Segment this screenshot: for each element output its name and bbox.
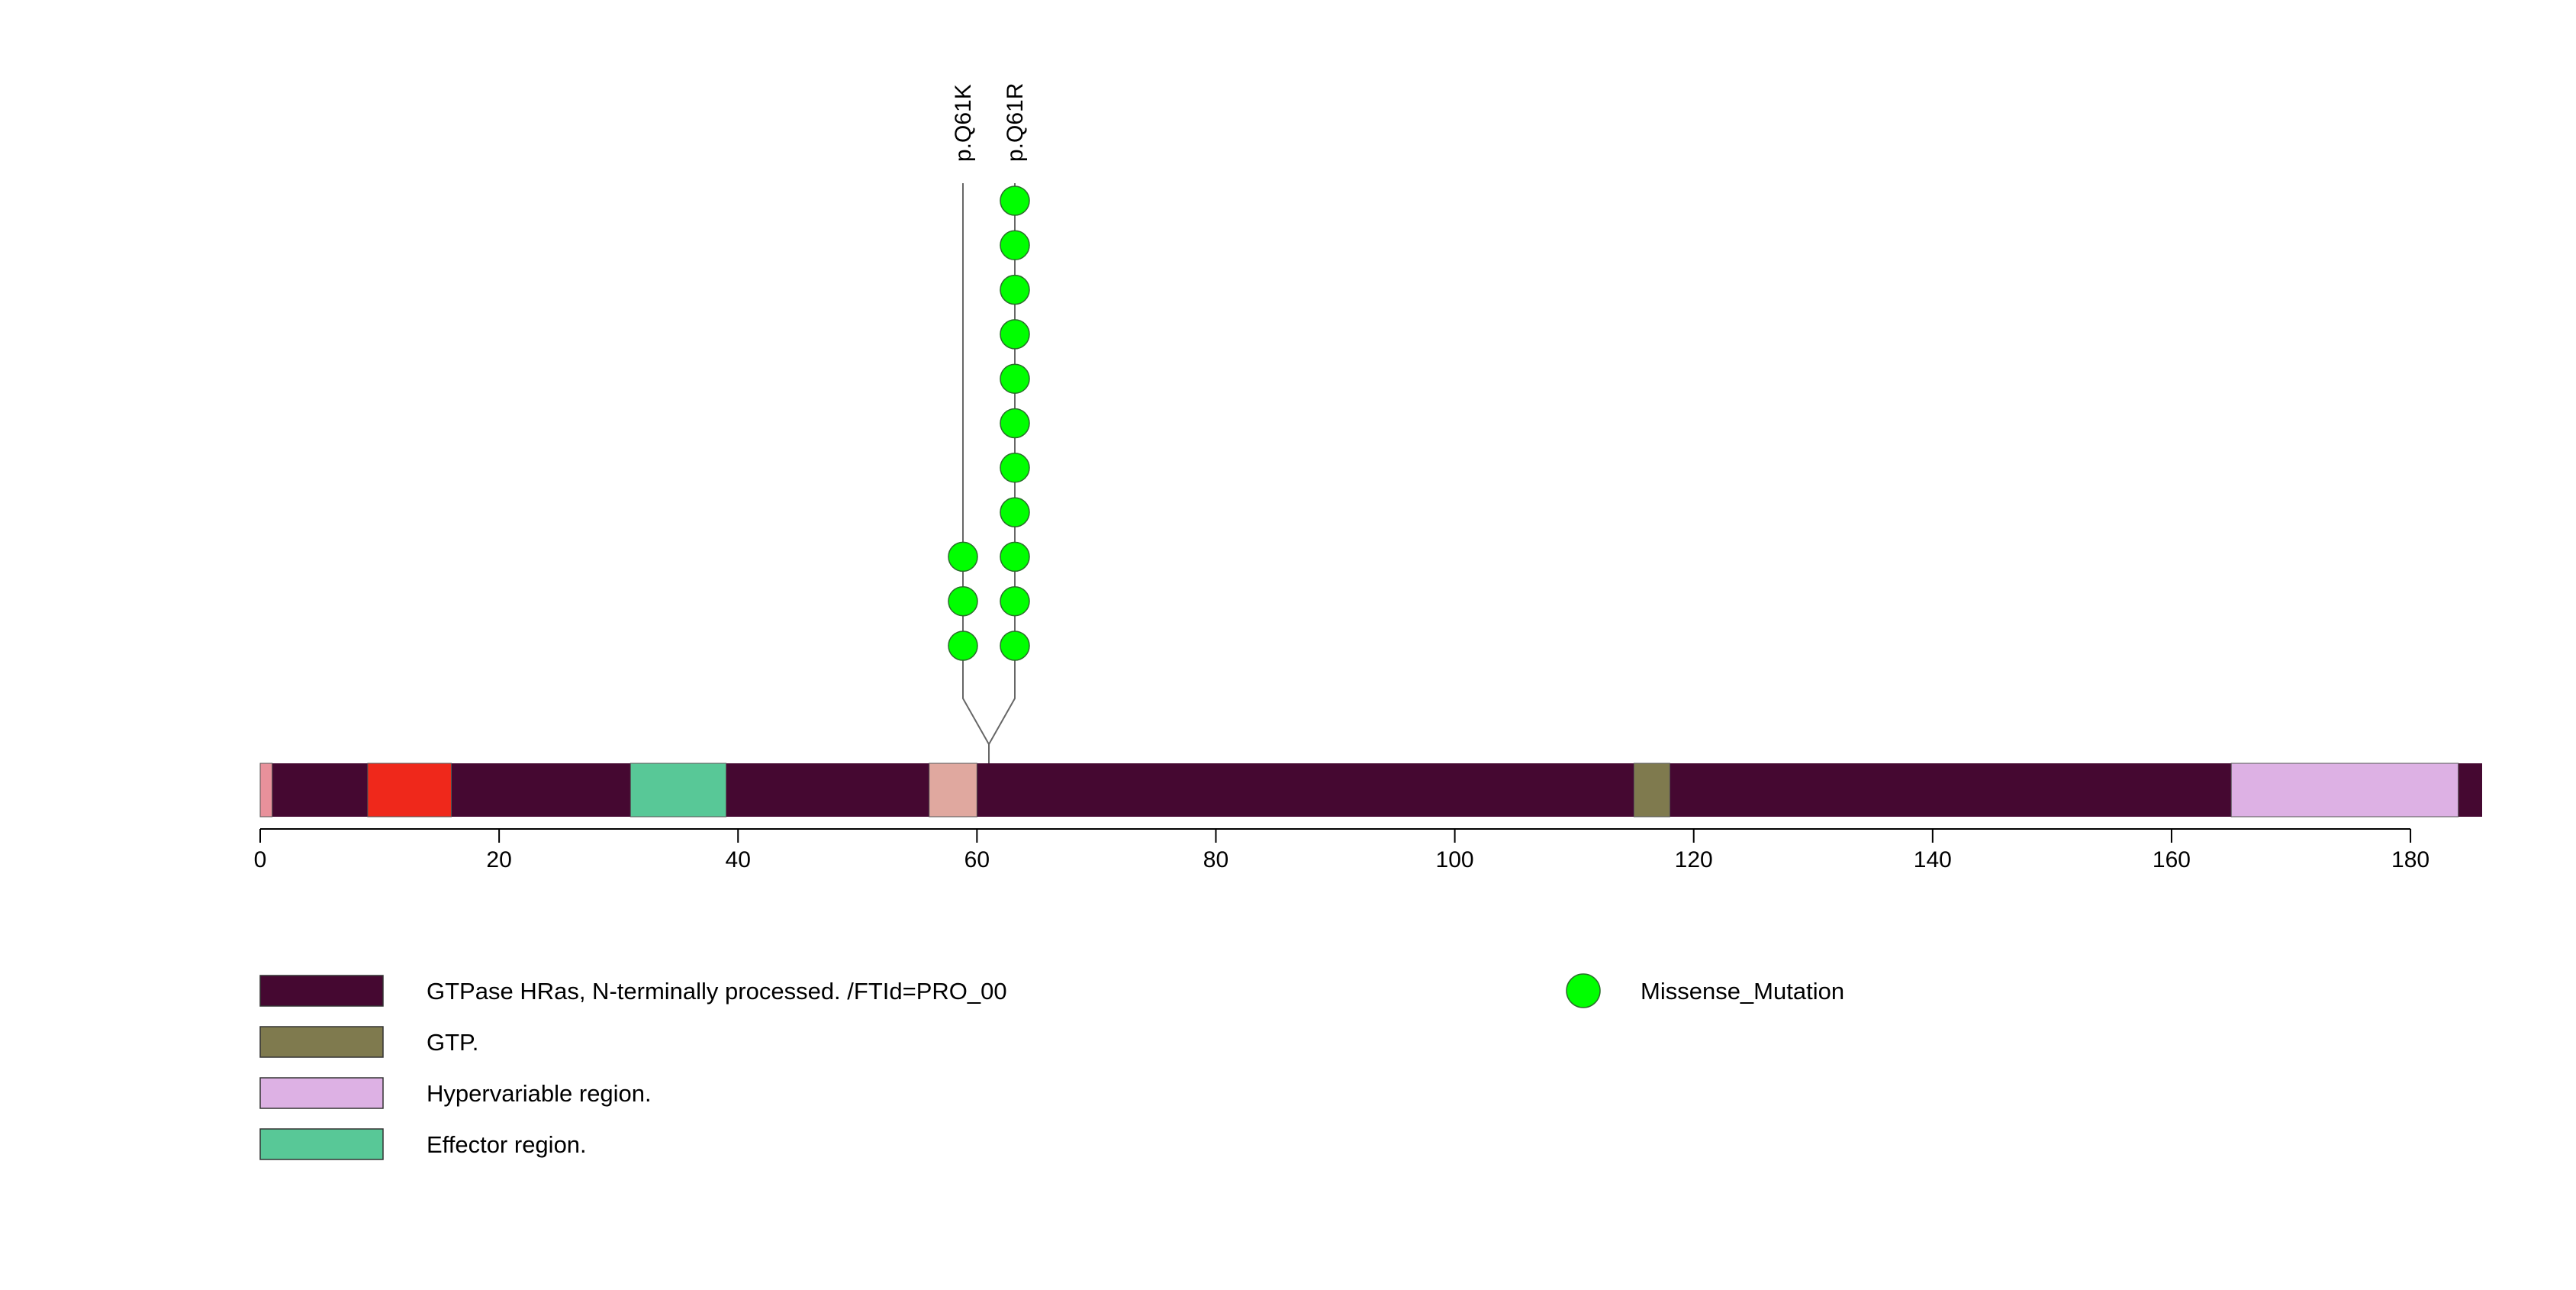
legend-swatch-0 [259,975,384,1007]
mutation-circle [1000,230,1030,261]
mutation-circle [948,585,978,617]
mutation-circle [948,630,978,661]
mutation-lollipops: p.Q61K p.Q61R [948,83,1030,661]
legend-mutation-marker [1566,973,1601,1008]
mutation-label: p.Q61R [1003,83,1028,162]
mutation-circle [1000,497,1030,527]
domain-0 [259,763,273,818]
mutation-label: p.Q61K [951,84,976,162]
mutation-circle [948,541,978,572]
legend-label-3: Effector region. [427,1131,587,1158]
x-tick-label: 20 [486,847,511,872]
legend-mutation-label: Missense_Mutation [1641,978,1844,1005]
x-tick-label: 0 [254,847,267,872]
x-tick-label: 60 [964,847,990,872]
mutation-circle [1000,363,1030,394]
mutation-circle [1000,630,1030,661]
domain-1 [367,763,452,818]
mutation-circle [1000,585,1030,617]
protein-backbone [260,763,2482,817]
mutation-circle [1000,541,1030,572]
x-tick-label: 160 [2153,847,2191,872]
protein-track [259,763,2482,818]
mutation-circle [1000,274,1030,305]
domain-4 [1633,763,1670,818]
legend-swatch-3 [259,1128,384,1160]
x-tick-label: 100 [1436,847,1474,872]
mutation-connector [988,646,1016,763]
domain-5 [2230,763,2459,818]
legend-swatch-1 [259,1026,384,1058]
x-tick-label: 120 [1675,847,1713,872]
legend-label-0: GTPase HRas, N-terminally processed. /FT… [427,978,1007,1005]
mutation-circle [1000,453,1030,483]
mutation-connectors [962,646,1016,763]
mutation-circle [1000,185,1030,216]
domain-2 [630,763,727,818]
mutation-circle [1000,408,1030,439]
x-tick-label: 140 [1914,847,1952,872]
mutation-connector [962,646,990,763]
x-tick-label: 80 [1203,847,1228,872]
domain-3 [929,763,977,818]
x-axis: 0 20 40 60 80 100 120 140 160 180 [254,828,2429,872]
x-tick-label: 180 [2391,847,2429,872]
legend-swatch-2 [259,1077,384,1109]
x-tick-label: 40 [726,847,751,872]
mutation-circle [1000,319,1030,350]
legend: GTPase HRas, N-terminally processed. /FT… [259,973,1844,1160]
legend-label-2: Hypervariable region. [427,1080,652,1107]
legend-label-1: GTP. [427,1029,478,1056]
